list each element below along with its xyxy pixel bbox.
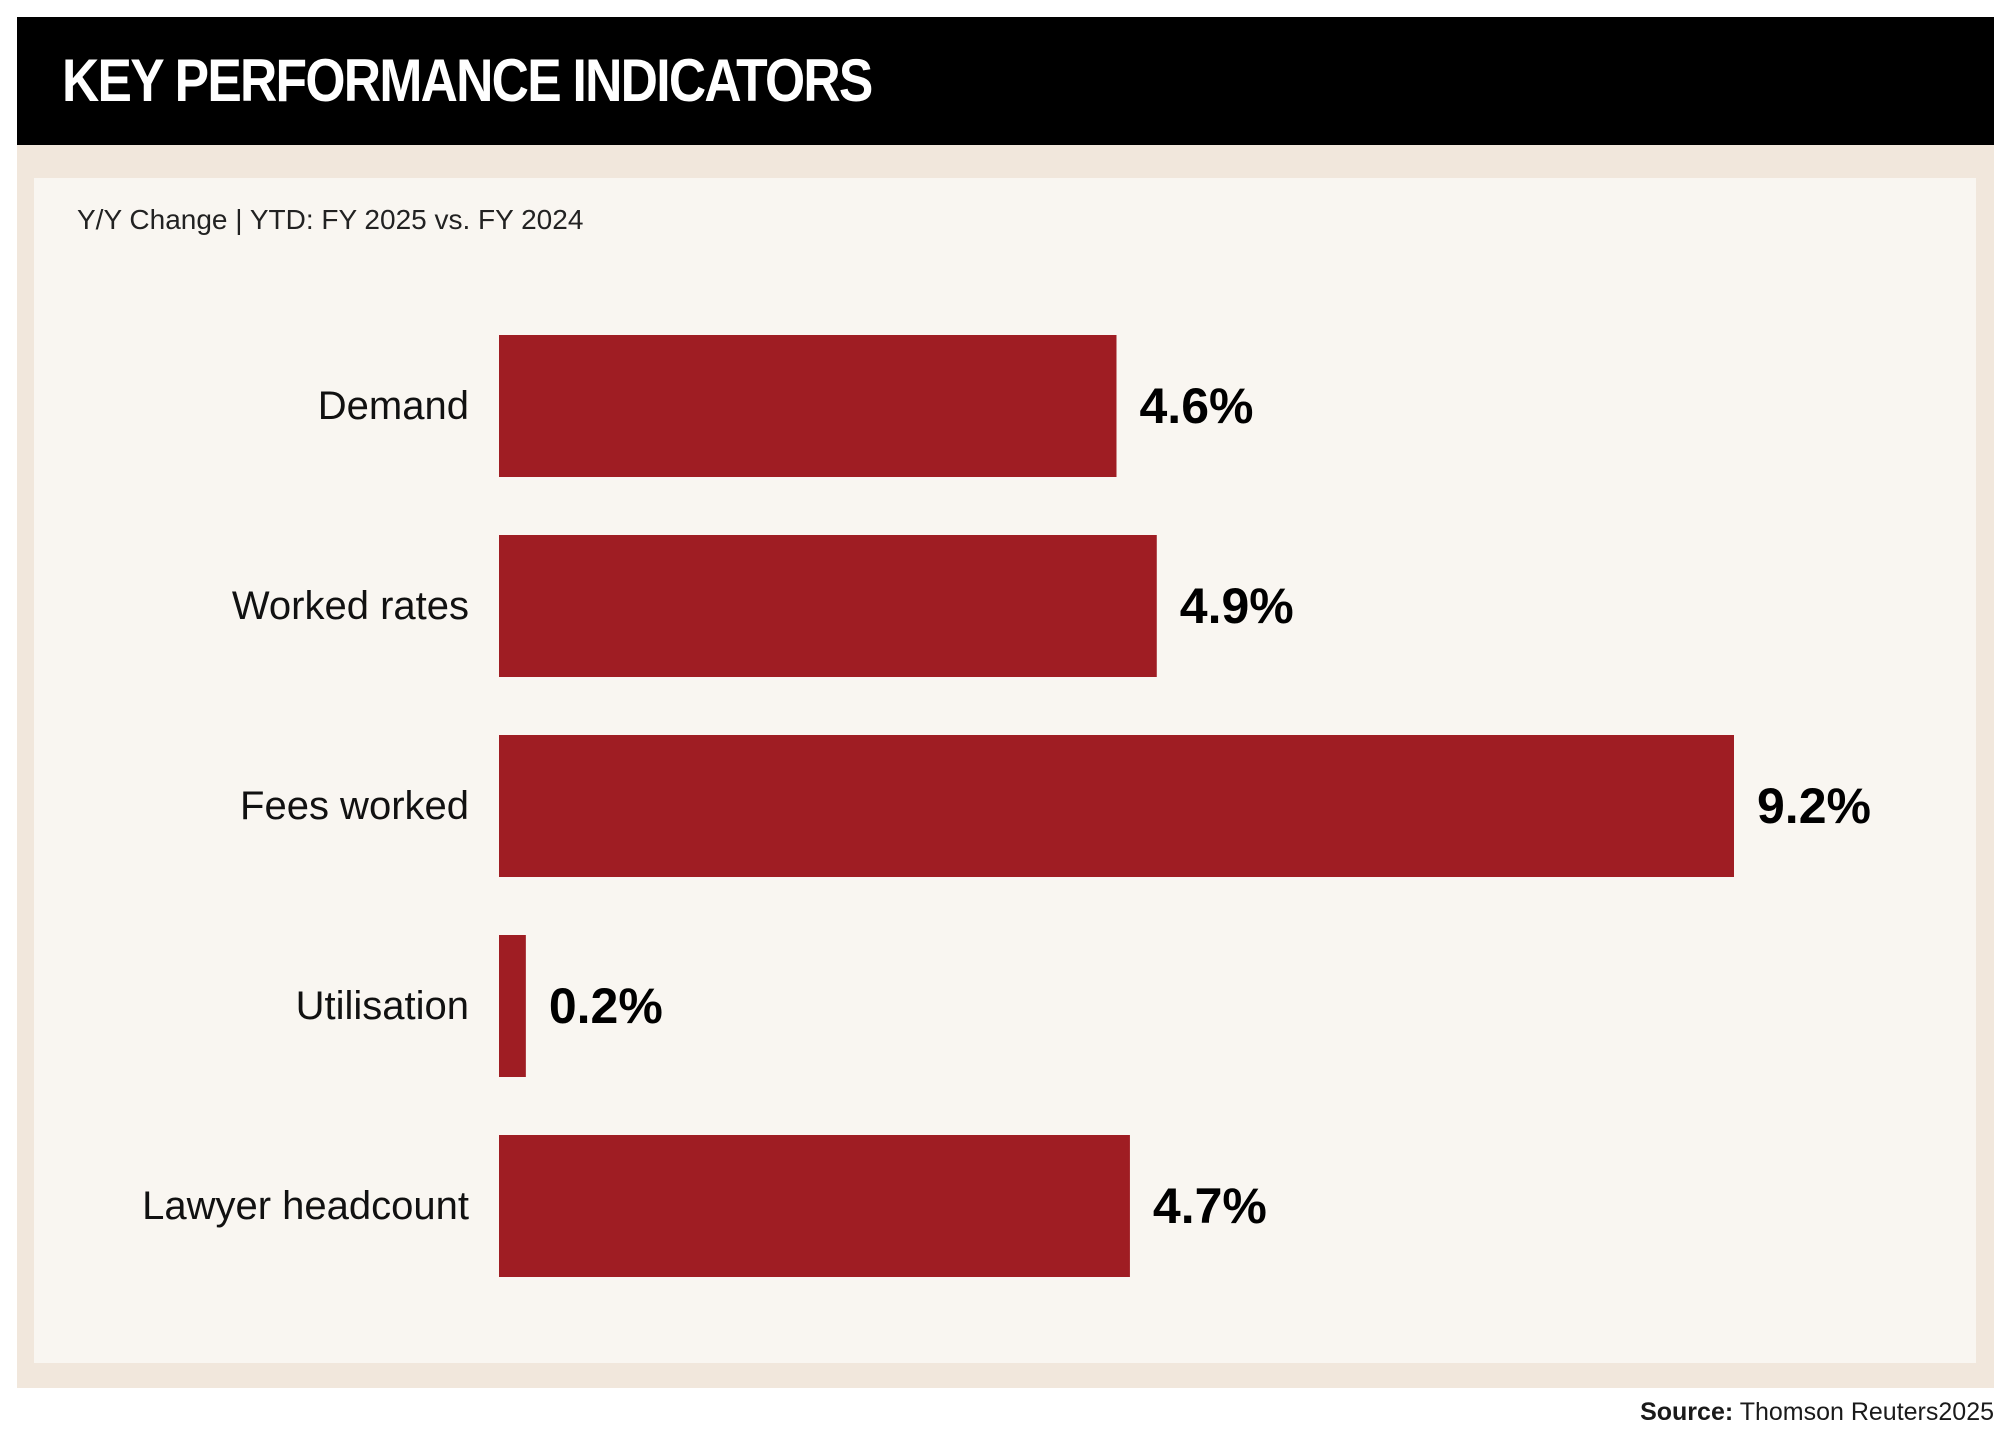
category-label-demand: Demand	[318, 384, 469, 428]
category-label-lawyer-headcount: Lawyer headcount	[142, 1184, 469, 1228]
chart-panel: Y/Y Change | YTD: FY 2025 vs. FY 2024 De…	[34, 178, 1976, 1363]
bar-demand	[499, 335, 1117, 477]
chart-subtitle: Y/Y Change | YTD: FY 2025 vs. FY 2024	[77, 204, 584, 235]
value-label-fees-worked: 9.2%	[1757, 778, 1871, 834]
bar-utilisation	[499, 935, 526, 1077]
value-label-demand: 4.6%	[1140, 378, 1254, 434]
bar-chart: Demand 4.6% Worked rates 4.9% Fees worked 9.2…	[142, 335, 1871, 1277]
bar-lawyer-headcount	[499, 1135, 1130, 1277]
category-label-fees-worked: Fees worked	[240, 784, 469, 828]
page-title: KEY PERFORMANCE INDICATORS	[62, 47, 873, 114]
source-label: Source:	[1640, 1398, 1734, 1426]
category-label-worked-rates: Worked rates	[232, 584, 469, 628]
chart-frame: Y/Y Change | YTD: FY 2025 vs. FY 2024 De…	[17, 145, 1994, 1388]
value-label-utilisation: 0.2%	[549, 978, 663, 1034]
value-label-lawyer-headcount: 4.7%	[1153, 1178, 1267, 1234]
category-label-utilisation: Utilisation	[296, 984, 469, 1028]
source-text: Thomson Reuters2025	[1739, 1398, 1994, 1426]
bar-fees-worked	[499, 735, 1734, 877]
value-label-worked-rates: 4.9%	[1180, 578, 1294, 634]
bar-worked-rates	[499, 535, 1157, 677]
header-bar: KEY PERFORMANCE INDICATORS	[17, 17, 1994, 145]
source-credit: Source: Thomson Reuters2025	[1640, 1398, 1994, 1427]
